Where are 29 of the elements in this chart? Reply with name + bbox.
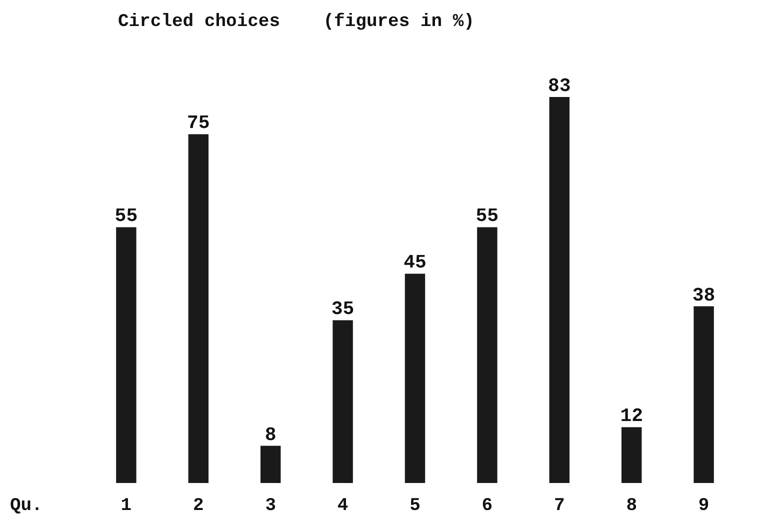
x-axis-title: Qu. <box>10 496 42 514</box>
data-label: 55 <box>476 205 499 228</box>
x-tick-label: 3 <box>265 496 276 514</box>
bar <box>188 134 209 483</box>
x-tick-label: 8 <box>626 496 637 514</box>
data-label: 45 <box>404 252 426 274</box>
x-tick-label: 9 <box>698 496 710 514</box>
data-label: 75 <box>187 112 210 134</box>
data-label: 83 <box>548 75 571 97</box>
bar <box>694 306 714 483</box>
x-tick-label: 4 <box>337 496 348 514</box>
x-tick-label: 1 <box>120 496 132 514</box>
bar <box>477 227 498 483</box>
data-label: 55 <box>114 205 138 228</box>
data-label: 35 <box>331 298 354 320</box>
bar <box>116 227 136 483</box>
data-label: 8 <box>264 424 276 446</box>
bar <box>621 427 642 483</box>
x-tick-label: 6 <box>482 496 493 514</box>
bar <box>260 446 281 483</box>
data-label: 38 <box>692 284 716 306</box>
bar <box>404 274 426 483</box>
x-tick-label: 7 <box>554 496 565 514</box>
x-tick-label: 2 <box>193 496 204 514</box>
x-tick-label: 5 <box>410 496 420 514</box>
bar <box>332 320 353 483</box>
bar <box>549 97 570 483</box>
chart-title: Circled choices (figures in %) <box>118 12 474 32</box>
data-label: 12 <box>620 405 643 428</box>
